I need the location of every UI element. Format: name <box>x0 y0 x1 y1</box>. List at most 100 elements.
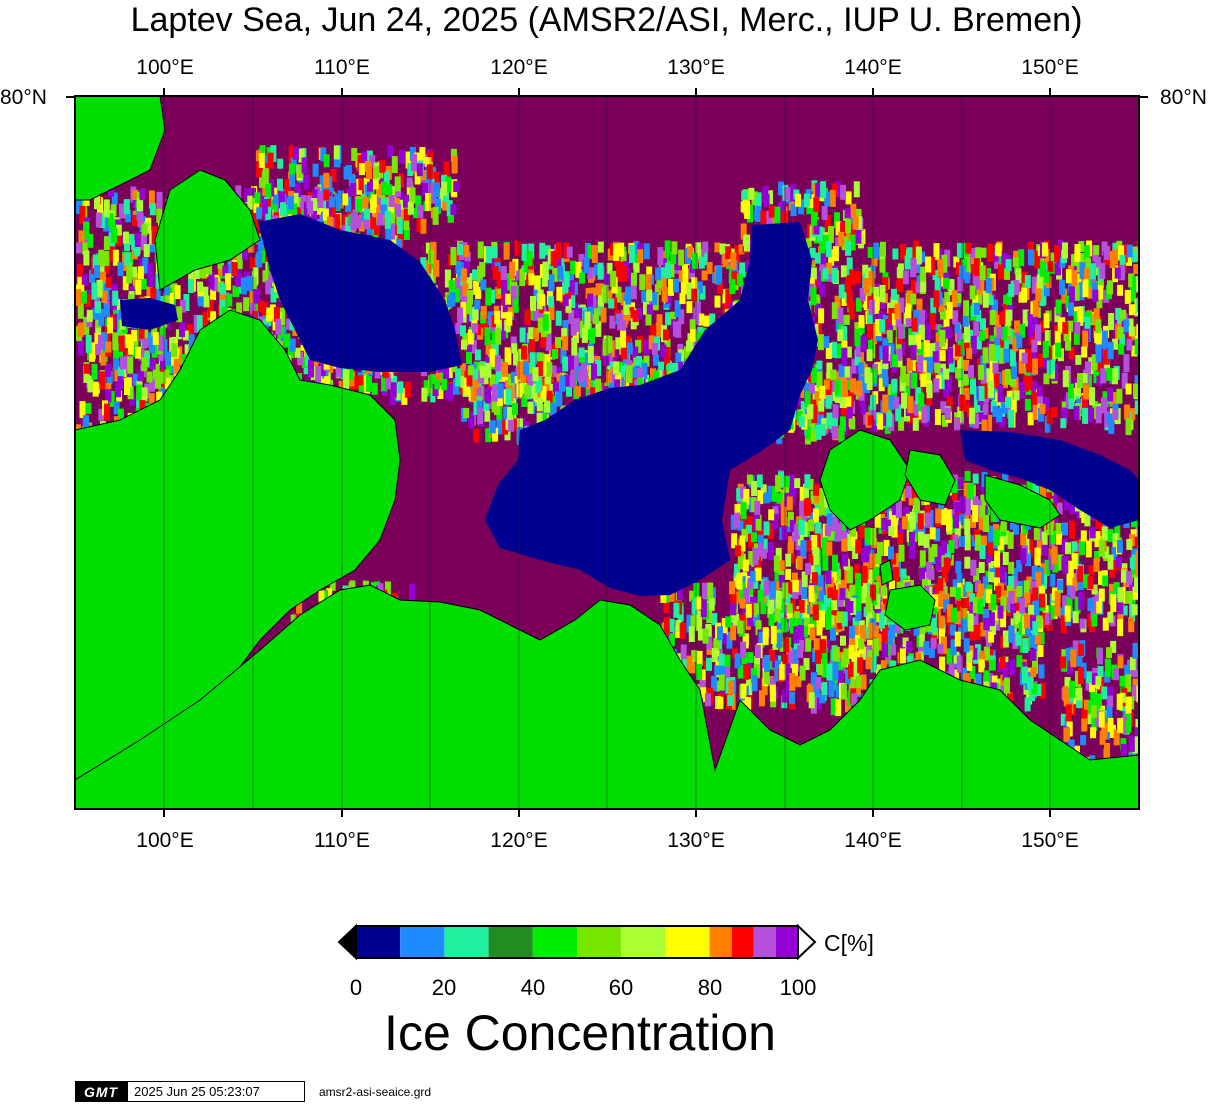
ice-cell <box>588 300 595 315</box>
ice-cell <box>556 391 563 407</box>
ice-cell <box>882 394 889 413</box>
ice-cell <box>910 356 917 373</box>
ice-cell <box>626 365 633 383</box>
ice-cell <box>924 512 931 528</box>
ice-cell <box>501 278 508 295</box>
ice-cell <box>1126 538 1133 550</box>
ice-cell <box>954 322 961 334</box>
ice-cell <box>1114 267 1121 279</box>
ice-cell <box>875 553 882 565</box>
ice-cell <box>873 566 879 581</box>
ice-cell <box>528 339 535 354</box>
ice-cell <box>845 346 852 358</box>
ice-cell <box>568 309 575 324</box>
ice-cell <box>871 253 878 267</box>
ice-cell <box>1055 522 1062 534</box>
ice-cell <box>474 299 481 310</box>
ice-cell <box>420 170 427 180</box>
ice-cell <box>1117 598 1124 615</box>
ice-cell <box>670 311 677 324</box>
ice-cell <box>323 189 330 201</box>
ice-cell <box>755 567 762 581</box>
ice-cell <box>825 601 832 618</box>
ice-cell <box>932 627 939 639</box>
ice-cell <box>837 307 844 324</box>
ice-cell <box>403 228 410 240</box>
ice-cell <box>1031 339 1038 353</box>
ice-cell <box>954 501 961 513</box>
ice-cell <box>998 331 1005 348</box>
ice-cell <box>521 390 528 407</box>
ice-cell <box>1066 596 1073 613</box>
ice-cell <box>944 546 951 559</box>
ice-cell <box>841 538 848 552</box>
ice-cell <box>737 555 744 570</box>
ice-cell <box>1085 540 1092 558</box>
ice-cell <box>948 360 955 373</box>
ice-cell <box>103 304 110 318</box>
ice-cell <box>358 179 365 191</box>
ice-cell <box>420 218 427 234</box>
ice-cell <box>956 262 962 276</box>
ice-cell <box>397 191 403 205</box>
ice-cell <box>242 245 249 260</box>
ice-cell <box>987 673 994 689</box>
ice-cell <box>813 547 820 566</box>
ice-cell <box>448 383 454 402</box>
ice-cell <box>838 364 845 377</box>
ice-cell <box>773 555 780 572</box>
ice-cell <box>131 266 138 278</box>
lon-label-top-150: 150°E <box>1021 56 1079 79</box>
ice-cell <box>717 281 723 294</box>
ice-cell <box>980 318 986 331</box>
ice-cell <box>973 258 980 277</box>
ice-cell <box>188 334 195 351</box>
ice-cell <box>555 310 562 326</box>
ice-cell <box>492 265 499 280</box>
ice-cell <box>142 257 149 274</box>
ice-cell <box>1077 579 1084 591</box>
ice-cell <box>1044 612 1051 625</box>
ice-cell <box>920 279 927 293</box>
ice-cell <box>584 311 591 330</box>
ice-cell <box>606 335 613 353</box>
ice-cell <box>943 557 950 573</box>
ice-cell <box>866 349 873 362</box>
ice-cell <box>581 363 588 381</box>
ice-cell <box>789 599 796 615</box>
ice-cell <box>555 242 562 258</box>
ice-cell <box>790 184 797 202</box>
ice-cell <box>210 288 217 300</box>
ice-cell <box>801 512 808 523</box>
ice-cell <box>926 356 933 373</box>
ice-cell <box>1013 280 1020 296</box>
ice-cell <box>824 191 831 207</box>
ice-cell <box>151 226 158 245</box>
ice-cell <box>303 201 310 218</box>
ice-cell <box>142 325 149 341</box>
ice-cell <box>262 168 269 184</box>
ice-cell <box>96 279 103 297</box>
ice-cell <box>828 527 835 541</box>
ice-cell <box>1031 392 1038 407</box>
ice-cell <box>139 188 146 201</box>
ice-cell <box>734 245 741 264</box>
ice-cell <box>879 258 886 273</box>
ice-cell <box>848 301 855 320</box>
ice-cell <box>391 156 398 174</box>
ice-cell <box>1126 338 1133 351</box>
ice-cell <box>870 310 877 321</box>
ice-cell <box>877 413 884 430</box>
ice-cell <box>620 319 627 335</box>
ice-cell <box>1039 260 1046 277</box>
ice-cell <box>807 478 814 490</box>
ice-cell <box>78 230 85 243</box>
ice-cell <box>937 259 944 278</box>
ice-cell <box>826 362 833 379</box>
ice-cell <box>989 343 995 361</box>
ice-cell <box>1084 316 1091 329</box>
ice-cell <box>915 334 921 350</box>
ice-cell <box>849 269 856 286</box>
ice-cell <box>816 371 823 389</box>
ice-cell <box>186 323 193 338</box>
